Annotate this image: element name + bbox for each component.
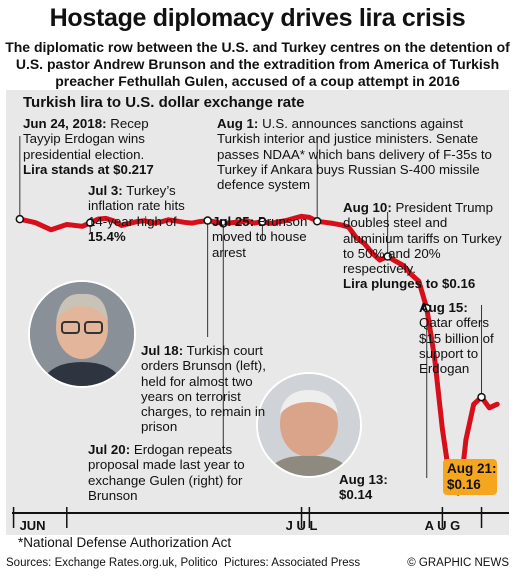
annotation-jul3: Jul 3: Turkey’s inflation rate hits 14-y… (88, 183, 185, 244)
annotation-aug21: Aug 21: $0.16 (443, 459, 497, 495)
event-marker (219, 219, 228, 228)
chart-title: Turkish lira to U.S. dollar exchange rat… (23, 94, 305, 111)
copyright-credit: © GRAPHIC NEWS (407, 557, 509, 569)
event-marker (203, 216, 212, 225)
picture-credit: Pictures: Associated Press (224, 557, 361, 569)
annotation-aug10: Aug 10: President Trump doubles steel an… (343, 200, 502, 292)
event-marker (477, 392, 486, 402)
sources: Sources: Exchange Rates.org.uk, Politico (6, 557, 218, 569)
event-marker (258, 217, 267, 226)
brunson-photo (28, 280, 136, 388)
event-marker (312, 217, 322, 226)
x-tick-label: A U G (424, 518, 461, 533)
standfirst: The diplomatic row between the U.S. and … (5, 39, 510, 89)
annotation-aug15: Aug 15: Qatar offers $15 billion of suppo… (419, 300, 494, 377)
annotation-aug13: Aug 13: $0.14 (339, 472, 388, 503)
x-tick-label: J U L (285, 518, 318, 533)
footnote: *National Defense Authorization Act (18, 535, 232, 550)
event-marker (422, 303, 431, 313)
event-marker (86, 218, 95, 227)
annotation-aug1: Aug 1: U.S. announces sanctions against … (217, 116, 492, 193)
annotation-jul25: Jul 25: Brunson moved to house arrest (212, 214, 308, 260)
annotation-jul20: Jul 20: Erdogan repeats proposal made la… (88, 442, 245, 503)
annotation-jun24: Jun 24, 2018: Recep Tayyip Erdogan wins … (23, 116, 154, 177)
annotation-jul18: Jul 18: Turkish court orders Brunson (le… (141, 343, 266, 435)
event-marker (15, 214, 25, 224)
headline: Hostage diplomacy drives lira crisis (49, 4, 466, 32)
exchange-rate-line (17, 213, 500, 496)
x-tick-label: JUN (19, 518, 46, 533)
event-marker (383, 252, 392, 261)
gulen-photo (256, 372, 362, 478)
